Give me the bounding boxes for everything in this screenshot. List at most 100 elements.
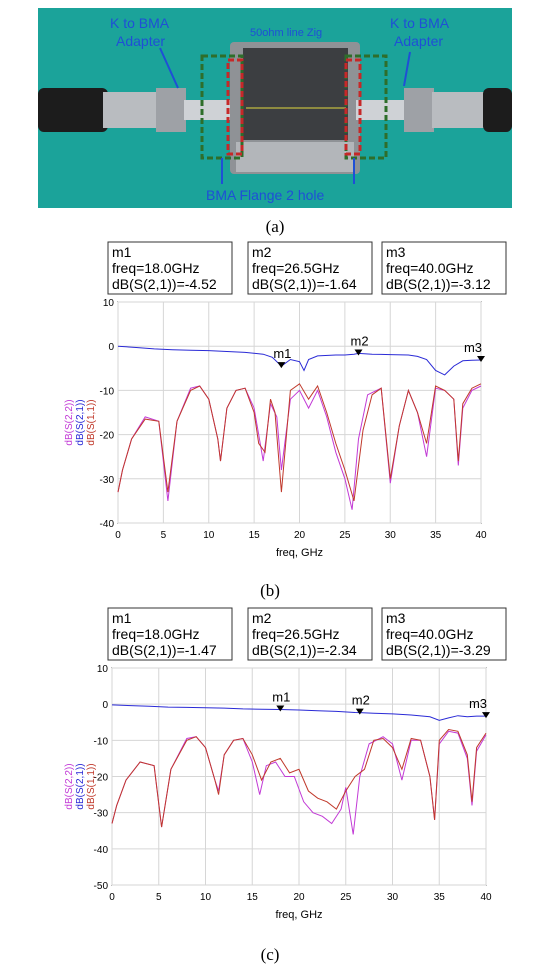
x-axis-label: freq, GHz [275,909,322,921]
label-adapter-right-1: K to BMA [390,15,450,31]
x-tick-label: 35 [434,892,446,903]
x-tick-label: 20 [293,892,305,903]
marker-box-value: dB(S(2,1))=-4.52 [112,276,217,292]
series-line [117,385,482,510]
y-axis-label: dB(S(2,2)) [64,399,75,445]
marker-point-m3 [482,712,490,719]
marker-label-m1: m1 [272,689,290,704]
marker-box-name: m1 [112,610,132,626]
y-axis-label: dB(S(2,2)) [64,763,75,809]
adapter-left-body [103,92,158,128]
zig-front-face [236,142,354,172]
marker-point-m2 [354,349,363,356]
fixture-photo: K to BMA Adapter 50ohm line Zig K to BMA… [38,8,512,208]
y-tick-label: -50 [94,881,109,892]
marker-box-freq: freq=18.0GHz [112,260,200,276]
marker-box-value: dB(S(2,1))=-1.64 [252,276,357,292]
y-axis-label: dB(S(2,1)) [75,399,86,445]
marker-box-freq: freq=26.5GHz [252,626,340,642]
x-tick-label: 30 [387,892,399,903]
y-tick-label: -20 [94,773,109,784]
y-tick-label: 0 [108,342,114,353]
marker-label-m1: m1 [273,346,291,361]
marker-point-m1 [276,705,285,712]
series-line [117,383,482,502]
x-tick-label: 35 [430,530,442,541]
marker-box-m2 [247,241,373,295]
x-tick-label: 40 [480,892,492,903]
arrow-left-adapter [159,47,179,89]
marker-point-m1 [277,362,286,369]
marker-box-name: m1 [112,244,132,260]
adapter-left-nut [156,88,186,132]
marker-label-m3: m3 [464,340,482,355]
marker-box-m1 [107,607,233,661]
flange-box-right-green [344,54,388,160]
marker-box-value: dB(S(2,1))=-2.34 [252,642,357,658]
cable-left [38,88,108,132]
label-zig: 50ohm line Zig [250,27,322,39]
marker-box-freq: freq=18.0GHz [112,626,200,642]
panel-label-b: (b) [260,581,280,600]
x-tick-label: 20 [294,530,306,541]
marker-box-value: dB(S(2,1))=-3.29 [386,642,491,658]
zig-top-face [243,48,348,140]
y-tick-label: 0 [102,700,108,711]
marker-box-m2 [247,607,373,661]
marker-label-m3: m3 [469,696,487,711]
y-axis-label: dB(S(2,1)) [75,763,86,809]
marker-box-freq: freq=40.0GHz [386,626,474,642]
marker-box-freq: freq=26.5GHz [252,260,340,276]
marker-box-value: dB(S(2,1))=-3.12 [386,276,491,292]
marker-box-name: m2 [252,610,272,626]
x-tick-label: 0 [115,530,121,541]
adapter-right-nut [404,88,434,132]
x-tick-label: 40 [475,530,487,541]
marker-box-name: m3 [386,244,406,260]
series-line [111,728,487,828]
adapter-left-neck [184,100,234,120]
marker-point-m3 [477,355,485,362]
label-adapter-right-2: Adapter [394,33,443,49]
y-tick-label: 10 [103,298,115,309]
marker-label-m2: m2 [350,333,368,348]
x-tick-label: 10 [203,530,215,541]
y-tick-label: -30 [94,809,109,820]
x-axis-label: freq, GHz [276,547,323,559]
y-axis-label: dB(S(1,1)) [86,763,97,809]
arrow-right-adapter [403,51,411,87]
x-tick-label: 10 [200,892,212,903]
y-axis-label: dB(S(1,1)) [86,399,97,445]
marker-box-value: dB(S(2,1))=-1.47 [112,642,217,658]
marker-box-m1 [107,241,233,295]
y-tick-label: -10 [94,736,109,747]
y-tick-label: -30 [100,475,115,486]
marker-box-m3 [381,241,507,295]
x-tick-label: 15 [247,892,259,903]
series-line [111,704,486,721]
series-line [117,345,482,376]
adapter-right-body [432,92,487,128]
marker-box-freq: freq=40.0GHz [386,260,474,276]
y-tick-label: 10 [97,664,109,675]
label-adapter-left-2: Adapter [116,33,165,49]
marker-label-m2: m2 [352,693,370,708]
x-tick-label: 25 [339,530,351,541]
label-flange: BMA Flange 2 hole [206,187,325,203]
panel-label-c: (c) [260,945,280,964]
marker-point-m2 [355,708,364,715]
chart-b: m1freq=18.0GHzdB(S(2,1))=-4.52m2freq=26.… [64,241,507,559]
adapter-right-neck [356,100,406,120]
x-tick-label: 5 [156,892,162,903]
y-tick-label: -10 [100,386,115,397]
panel-label-a: (a) [265,217,285,236]
cable-right [483,88,512,132]
marker-box-name: m2 [252,244,272,260]
chart-c: m1freq=18.0GHzdB(S(2,1))=-1.47m2freq=26.… [64,607,507,921]
x-tick-label: 5 [161,530,167,541]
x-tick-label: 25 [340,892,352,903]
y-tick-label: -20 [100,431,115,442]
x-tick-label: 30 [385,530,397,541]
label-adapter-left-1: K to BMA [110,15,170,31]
x-tick-label: 0 [109,892,115,903]
